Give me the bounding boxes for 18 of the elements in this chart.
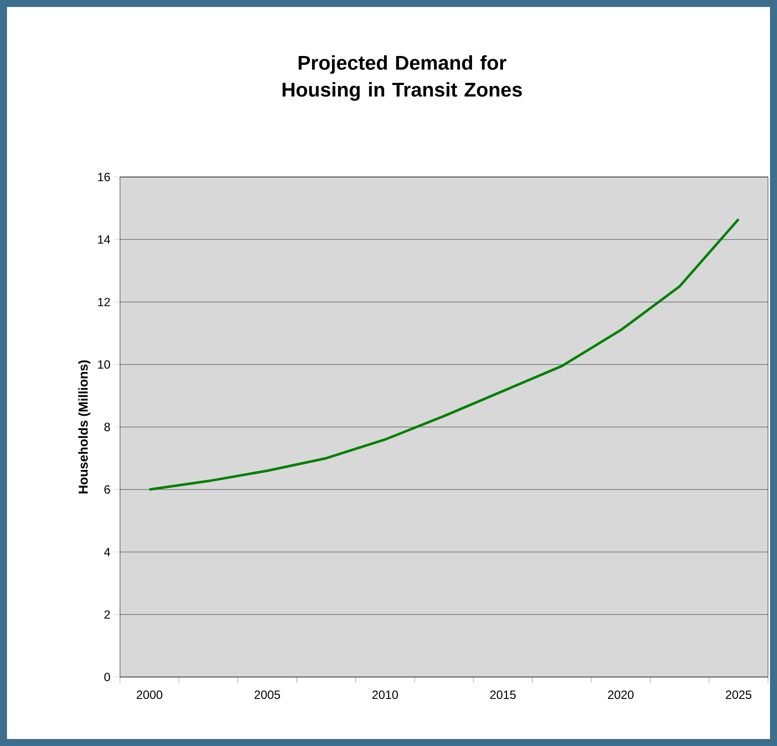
chart-title: Projected Demand for Housing in Transit Zones bbox=[282, 55, 522, 101]
y-tick-label: 0 bbox=[104, 672, 110, 682]
x-tick-label: 2025 bbox=[726, 690, 752, 699]
y-tick-label: 4 bbox=[104, 548, 110, 556]
y-tick-label: 2 bbox=[104, 610, 110, 619]
x-tick-label: 2010 bbox=[372, 690, 398, 699]
y-tick-label: 6 bbox=[104, 485, 110, 494]
y-axis-title: Households (Millions) bbox=[78, 360, 90, 494]
y-tick-label: 16 bbox=[98, 172, 110, 182]
x-tick-label: 2000 bbox=[136, 690, 162, 699]
line-series bbox=[148, 218, 740, 491]
x-tick-label: 2020 bbox=[608, 690, 634, 699]
y-tick-label: 12 bbox=[98, 298, 110, 306]
y-tick-label: 10 bbox=[98, 360, 110, 369]
y-tick-label: 8 bbox=[104, 422, 110, 432]
x-tick-label: 2015 bbox=[490, 690, 516, 699]
y-tick-label: 14 bbox=[98, 235, 110, 244]
x-tick-label: 2005 bbox=[254, 690, 280, 699]
